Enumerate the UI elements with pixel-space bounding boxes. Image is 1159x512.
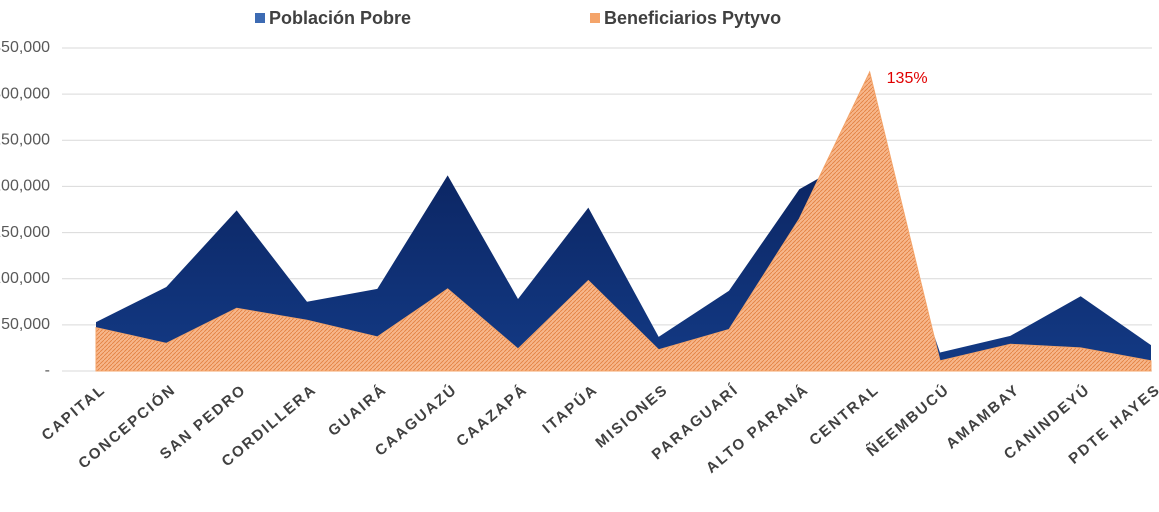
- annotation: 135%: [887, 70, 928, 87]
- legend-swatch: [255, 13, 265, 23]
- y-tick-label: 300,000: [0, 85, 50, 102]
- x-tick-label: ITAPÚA: [539, 380, 602, 437]
- y-tick-label: 100,000: [0, 270, 50, 287]
- x-tick-label: GUAIRÁ: [325, 381, 390, 440]
- y-tick-label: 50,000: [1, 316, 50, 333]
- y-tick-label: -: [45, 362, 50, 379]
- y-tick-label: 250,000: [0, 132, 50, 149]
- y-tick-label: 150,000: [0, 224, 50, 241]
- x-tick-label: CAAZAPÁ: [453, 381, 531, 450]
- legend-label: Beneficiarios Pytyvo: [604, 8, 781, 28]
- legend-swatch: [590, 13, 600, 23]
- area: [95, 70, 1152, 372]
- y-tick-label: 350,000: [0, 39, 50, 56]
- y-tick-label: 200,000: [0, 178, 50, 195]
- x-tick-label: CAPITAL: [39, 381, 110, 444]
- x-tick-label: CENTRAL: [806, 381, 883, 449]
- legend-label: Población Pobre: [269, 8, 411, 28]
